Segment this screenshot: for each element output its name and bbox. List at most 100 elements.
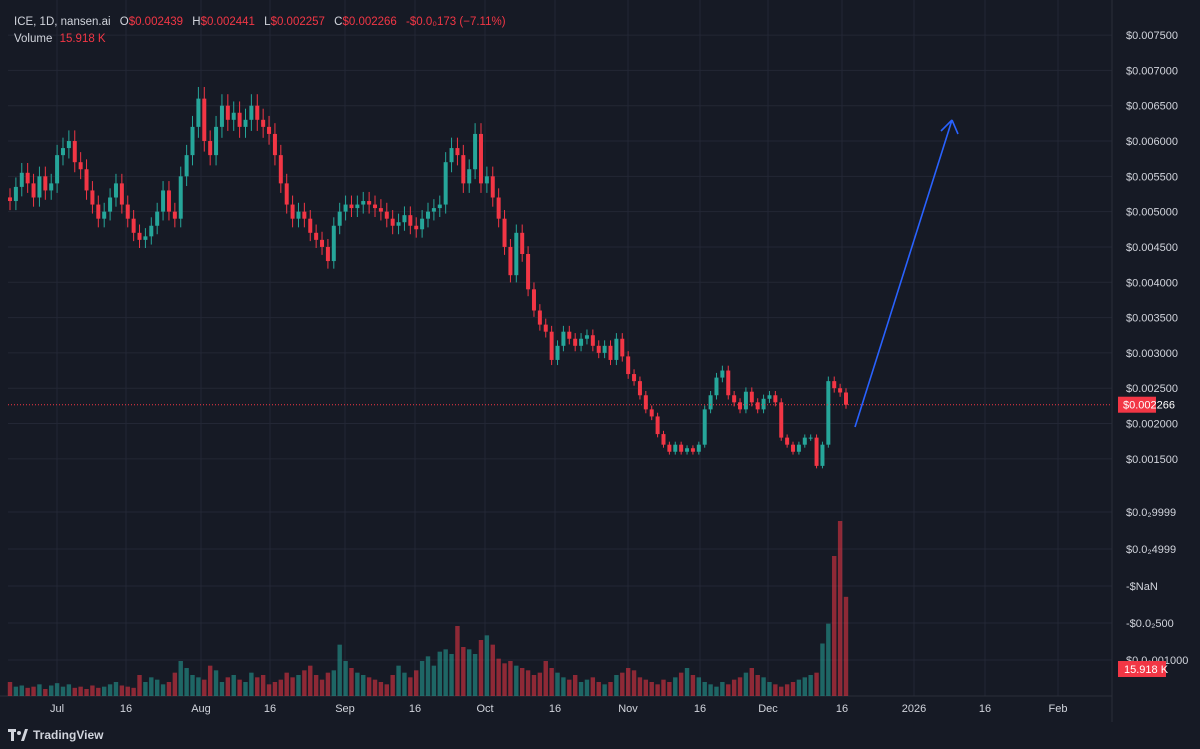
volume-bar [260,675,266,696]
volume-bar [184,668,189,696]
candle-body [708,395,713,410]
volume-bar [625,668,631,696]
volume-bar [525,670,531,696]
candle-body [125,204,130,219]
volume-bar [678,672,684,696]
volume-bar [714,686,719,696]
candle-body [643,395,648,410]
price-tick-label: $0.007500 [1126,30,1178,42]
candle-body [208,141,213,156]
candle-body [743,391,748,410]
candle-body [567,331,572,339]
volume-bar [684,668,690,696]
last-price-badge [1118,396,1156,413]
candle-body [514,232,519,276]
volume-bar [790,682,796,696]
volume-bar [331,670,337,696]
candle-body [166,190,171,212]
candle-body [796,444,801,452]
price-tick-label: $0.006000 [1126,136,1178,148]
volume-bar [101,686,107,696]
volume-bar [637,677,643,696]
candle-body [249,105,254,120]
volume-bar [78,686,83,696]
price-tick-label: $0.002500 [1126,383,1178,395]
candle-body [243,119,248,127]
volume-bar [378,682,384,696]
volume-bar [396,665,401,696]
candle-body [355,204,360,209]
time-tick-label: 16 [979,703,991,715]
candle-body [437,204,442,209]
price-chart[interactable]: $0.007500 $0.007000 $0.006500 $0.006000 $0.0… [0,0,1200,722]
volume-bar [60,686,66,696]
candle-body [137,232,142,240]
volume-bar [508,661,513,696]
candle-body [25,172,30,184]
volume-bar [343,661,348,696]
candle-body [96,204,101,219]
candle-body [237,112,242,127]
candle-body [755,402,760,410]
volume-bar [461,647,466,696]
candle-body [343,204,348,212]
candle-body [779,402,784,438]
volume-bar [608,682,613,696]
candle-body [261,119,266,127]
high-value: $0.002441 [200,16,255,28]
candle-body [155,211,160,226]
volume-bar [90,685,95,696]
volume-bar [502,663,507,696]
volume-bar [243,682,248,696]
candle-body [637,381,642,396]
volume-bar [431,665,437,696]
candle-body [196,98,201,127]
tradingview-brand[interactable]: TradingView [8,728,103,742]
candle-body [178,176,183,219]
candle-body [119,183,124,205]
volume-bar [472,654,478,696]
candle-body [490,176,495,198]
change-value: -$0.0₀173 (−7.11%) [406,16,506,28]
candle-body [37,176,42,198]
volume-bar [272,682,278,696]
volume-bar [590,677,596,696]
volume-bar [567,679,572,696]
candle-body [378,208,383,212]
candle-body [561,331,566,346]
candle-body [473,133,478,170]
time-tick-label: 16 [120,703,132,715]
volume-bar [832,556,837,696]
volume-bar [437,651,442,696]
volume-bar [543,661,548,696]
candle-body [496,197,501,219]
volume-bar [425,656,431,696]
candle-body [296,211,301,219]
volume-bar [614,675,619,696]
volume-bar [631,670,637,696]
candle-body [767,395,772,399]
candle-body [838,388,843,393]
candle-body [43,176,48,191]
volume-tick-label: $0.0₂4999 [1126,544,1176,556]
candle-body [431,208,436,212]
candle-body [579,338,584,346]
volume-bar [84,689,89,696]
volume-bar [54,683,60,696]
volume-bar [443,649,448,696]
volume-bar [549,668,554,696]
time-tick-label: Oct [476,703,493,715]
candle-body [702,409,707,445]
high-label: H [192,16,201,28]
candle-body [72,141,77,163]
candle-body [738,402,743,410]
volume-bar [178,661,183,696]
volume-bar [266,684,272,696]
low-value: $0.002257 [270,16,325,28]
volume-bar [113,682,119,696]
candle-body [508,246,513,276]
candle-body [102,211,107,219]
volume-bar [384,684,389,696]
volume-bar [319,679,325,696]
candle-body [478,133,483,184]
